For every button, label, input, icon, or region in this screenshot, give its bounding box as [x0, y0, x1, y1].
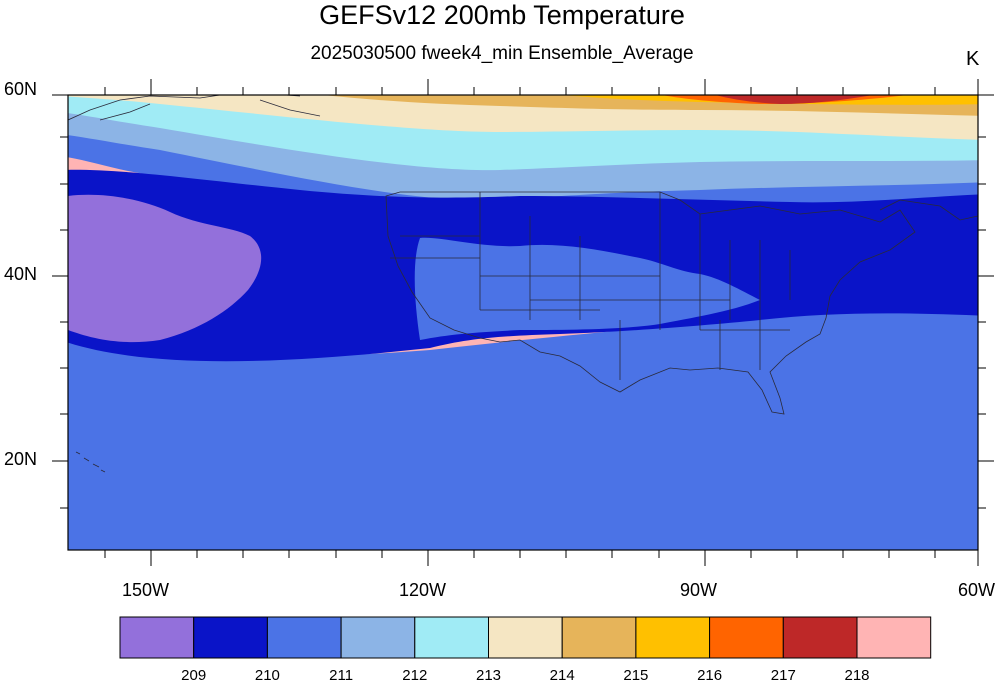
colorbar-tick-label: 215: [623, 667, 648, 684]
units-label: K: [966, 48, 980, 70]
colorbar-box: [340, 616, 416, 659]
colorbar-box: [266, 616, 342, 659]
colorbar-box: [635, 616, 711, 659]
lat-label-60n: 60N: [4, 79, 38, 99]
band-210-211: [68, 309, 978, 550]
colorbar-box: [561, 616, 637, 659]
colorbar-tick-label: 216: [697, 667, 722, 684]
colorbar-box: [193, 616, 268, 659]
lon-label-90w: 90W: [680, 580, 718, 600]
colorbar-box: [488, 616, 563, 659]
lon-label-60w: 60W: [958, 580, 996, 600]
hawaii: [75, 451, 106, 473]
map-subtitle: 2025030500 fweek4_min Ensemble_Average: [310, 43, 694, 64]
lon-label-150w: 150W: [122, 580, 170, 600]
map-ticks: [52, 79, 994, 566]
colorbar-tick-label: 218: [844, 667, 869, 684]
lon-label-120w: 120W: [399, 580, 447, 600]
colorbar-box: [709, 616, 784, 659]
map-title: GEFSv12 200mb Temperature: [319, 0, 685, 30]
temperature-field: [68, 95, 978, 550]
colorbar: [119, 616, 932, 659]
colorbar-tick-label: 217: [771, 667, 796, 684]
band-209-core: [68, 194, 262, 343]
colorbar-labels: 209 210 211 212 213 214 215 216 217 218: [181, 667, 869, 684]
band-211-interior: [414, 237, 760, 340]
colorbar-box: [856, 616, 932, 659]
colorbar-tick-label: 211: [329, 667, 353, 684]
lat-label-40n: 40N: [4, 264, 38, 284]
canada-coast: [68, 95, 978, 221]
coastlines: [68, 95, 978, 473]
colorbar-tick-label: 214: [550, 667, 575, 684]
us-outline: [385, 191, 916, 415]
band-218-north: [715, 95, 874, 104]
state-lines: [390, 192, 791, 380]
colorbar-box: [414, 616, 489, 659]
colorbar-tick-label: 209: [181, 667, 206, 684]
colorbar-tick-label: 213: [476, 667, 501, 684]
lat-label-20n: 20N: [4, 449, 38, 469]
colorbar-tick-label: 210: [255, 667, 280, 684]
colorbar-box: [782, 616, 858, 659]
colorbar-tick-label: 212: [402, 667, 427, 684]
colorbar-box: [119, 616, 195, 659]
